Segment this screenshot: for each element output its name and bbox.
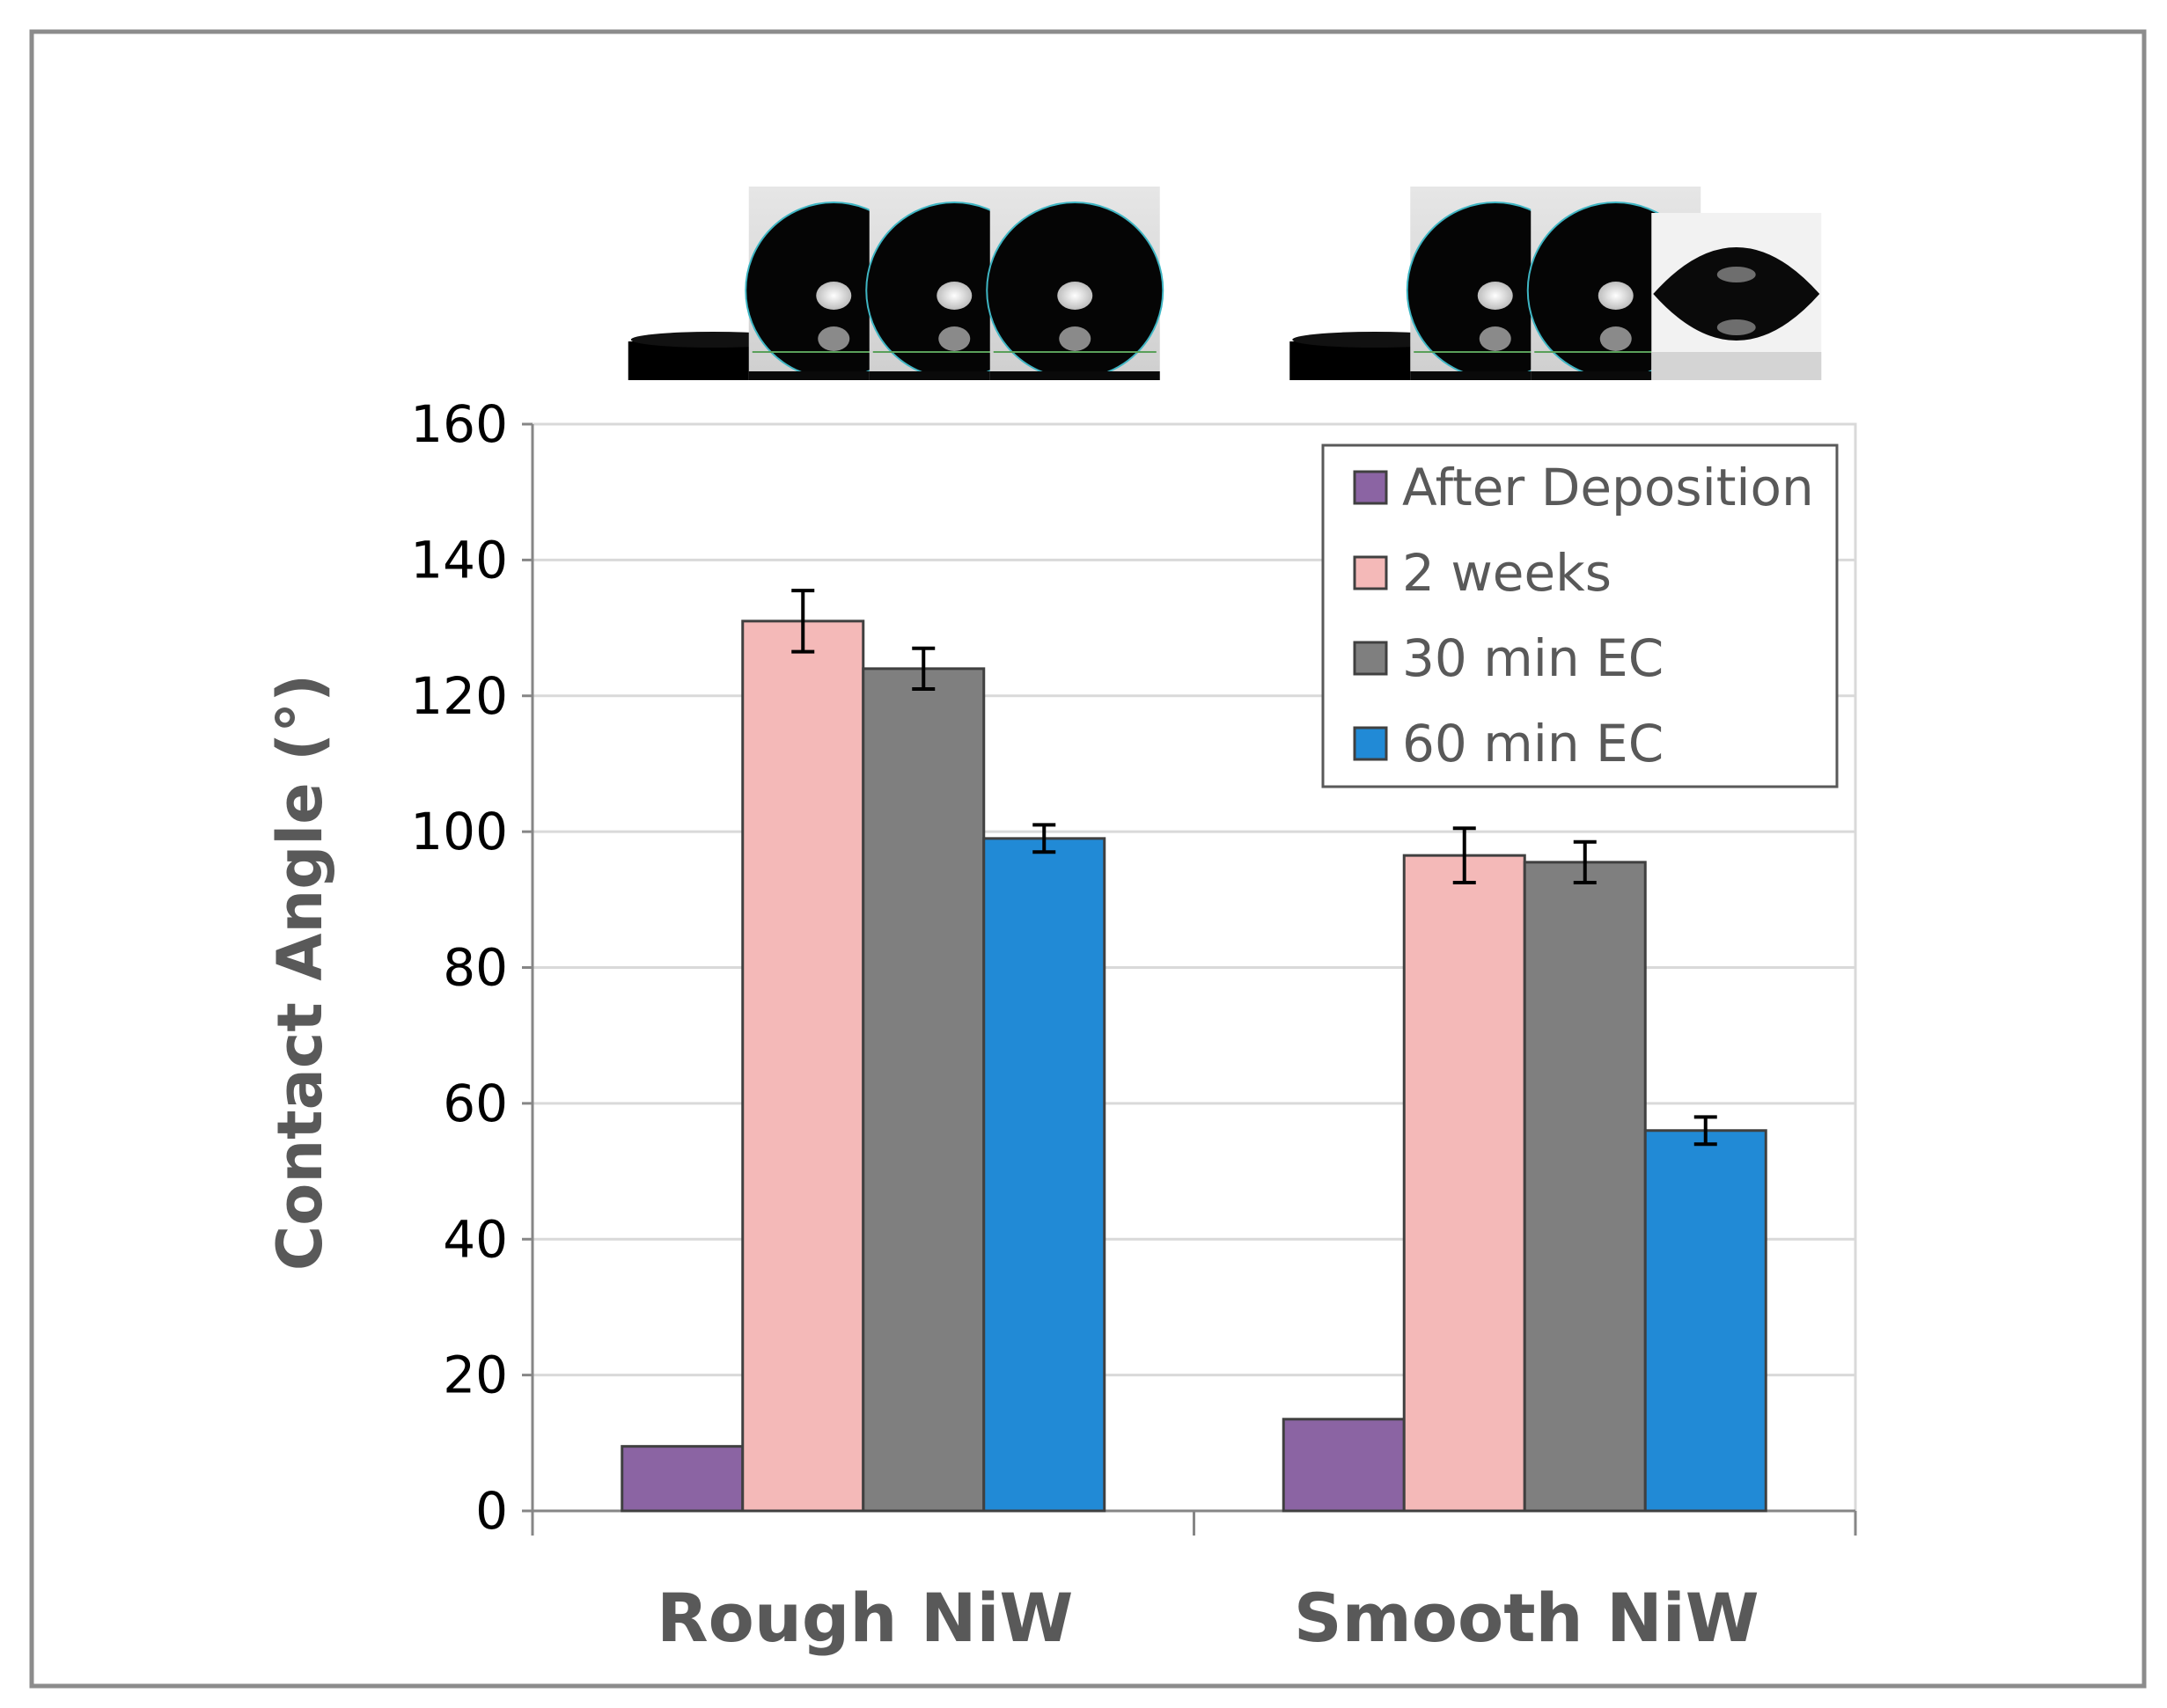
- x-axis: Rough NiW Smooth NiW: [531, 1509, 1857, 1657]
- legend-label: 2 weeks: [1402, 543, 1612, 603]
- y-tick-label: 100: [410, 802, 508, 861]
- bar: [741, 619, 865, 1513]
- y-axis: 0 20 40 60 80 100 120 140 160: [410, 394, 534, 1541]
- legend-label: 60 min EC: [1402, 714, 1664, 773]
- legend: After Deposition 2 weeks 30 min EC 60 min E…: [1321, 443, 1839, 788]
- bar: [1643, 1129, 1767, 1513]
- legend-swatch: [1353, 726, 1388, 761]
- bar: [862, 667, 986, 1513]
- y-tick-label: 120: [410, 666, 508, 726]
- droplet-image-strip: [628, 187, 1822, 380]
- x-category-label: Smooth NiW: [1294, 1579, 1759, 1657]
- bar: [1402, 854, 1526, 1513]
- y-tick-label: 160: [410, 394, 508, 454]
- y-tick-label: 60: [443, 1074, 508, 1133]
- y-tick-label: 140: [410, 530, 508, 590]
- legend-swatch: [1353, 641, 1388, 676]
- y-tick-label: 0: [475, 1481, 508, 1541]
- y-tick-label: 80: [443, 938, 508, 998]
- legend-label: 30 min EC: [1402, 628, 1664, 688]
- droplet-photo: [986, 187, 1164, 380]
- x-category-label: Rough NiW: [657, 1579, 1073, 1657]
- y-axis-title: Contact Angle (°): [264, 674, 336, 1271]
- y-tick-label: 20: [443, 1345, 508, 1405]
- bar: [1282, 1418, 1406, 1513]
- legend-box: [1321, 443, 1839, 788]
- bar: [982, 837, 1106, 1513]
- error-bars: [791, 589, 1717, 1147]
- bar: [621, 1445, 745, 1513]
- legend-swatch: [1353, 555, 1388, 590]
- bar: [1523, 861, 1647, 1513]
- legend-label: After Deposition: [1402, 458, 1814, 517]
- legend-swatch: [1353, 470, 1388, 505]
- droplet-photo: [1651, 213, 1822, 380]
- bars: [621, 619, 1767, 1513]
- y-tick-label: 40: [443, 1209, 508, 1269]
